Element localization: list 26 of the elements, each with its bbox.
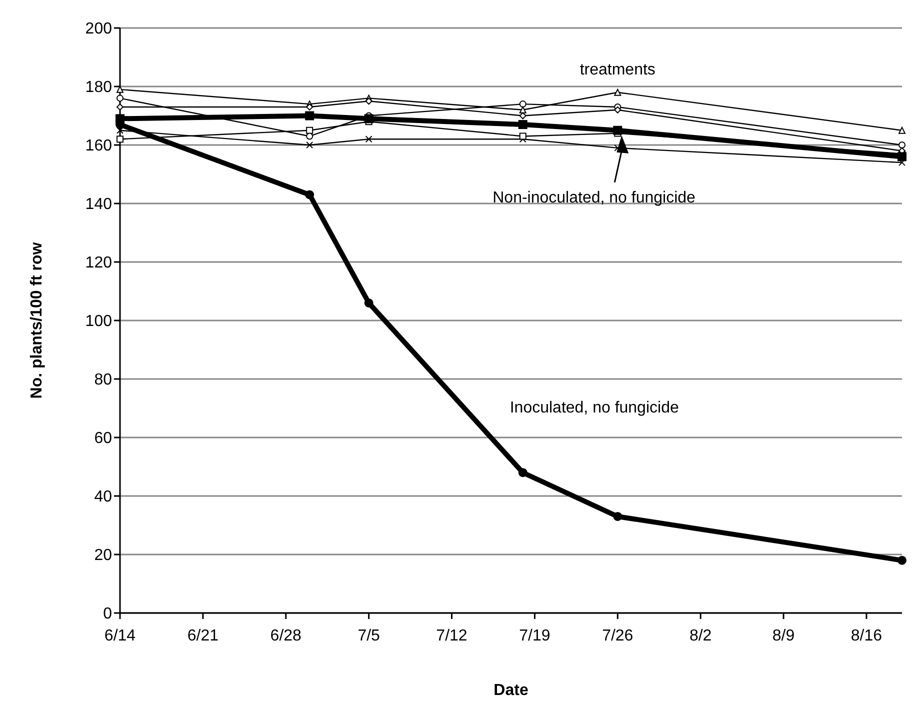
y-tick-label: 100	[85, 313, 112, 330]
x-tick-label: 6/21	[187, 627, 219, 644]
y-tick-label: 200	[85, 20, 112, 38]
x-tick-label: 7/19	[519, 627, 550, 644]
x-tick-label: 7/26	[602, 627, 634, 644]
x-tick-label: 6/14	[104, 627, 136, 644]
y-tick-label: 0	[103, 606, 112, 623]
x-tick-label: 6/28	[270, 627, 302, 644]
y-tick-label: 140	[85, 196, 112, 214]
x-tick-label: 7/12	[436, 627, 468, 644]
y-tick-label: 40	[94, 488, 112, 506]
y-tick-label: 120	[85, 254, 112, 272]
y-tick-label: 180	[85, 79, 112, 96]
y-tick-label: 60	[94, 430, 112, 448]
y-tick-label: 20	[94, 547, 112, 564]
x-tick-label: 8/2	[689, 627, 712, 644]
x-tick-label: 8/16	[850, 627, 882, 644]
x-axis-title: Date	[494, 682, 528, 699]
y-axis-title: No. plants/100 ft row	[28, 242, 46, 399]
legend-label: Non-inoculated, no fungicide	[492, 189, 696, 206]
annotation: treatments	[580, 61, 656, 78]
y-tick-label: 80	[94, 372, 112, 389]
x-tick-label: 8/9	[772, 627, 795, 644]
x-tick-label: 7/5	[358, 627, 380, 644]
y-tick-label: 160	[85, 138, 112, 155]
series-label: Inoculated, no fungicide	[510, 400, 679, 417]
